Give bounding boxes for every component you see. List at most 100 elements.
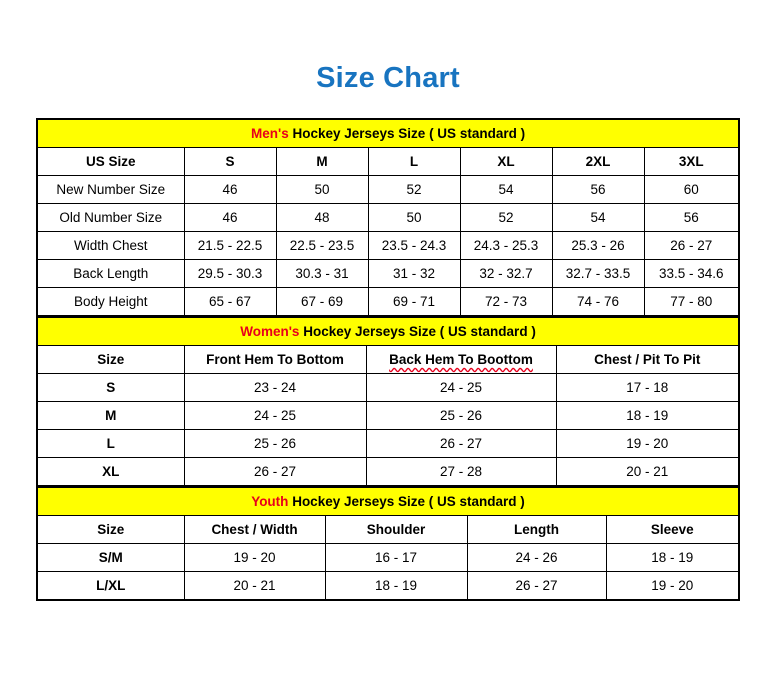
womens-row-3-val-1: 27 - 28: [365, 457, 557, 486]
womens-size-table: Women's Hockey Jerseys Size ( US standar…: [36, 316, 741, 486]
womens-row-3-val-2: 20 - 21: [555, 457, 740, 486]
womens-row-0-val-2: 17 - 18: [555, 373, 740, 402]
table-row: S 23 - 24 24 - 25 17 - 18: [36, 373, 740, 402]
mens-row-0-label: New Number Size: [36, 175, 185, 204]
womens-banner-accent: Women's: [240, 324, 300, 339]
womens-col-2-text: Back Hem To Boottom: [389, 352, 533, 367]
womens-row-0-val-0: 23 - 24: [183, 373, 367, 402]
table-row: Width Chest 21.5 - 22.5 22.5 - 23.5 23.5…: [36, 231, 740, 260]
youth-banner-rest: Hockey Jerseys Size ( US standard ): [288, 494, 525, 509]
table-row: Old Number Size 46 48 50 52 54 56: [36, 203, 740, 232]
youth-col-3: Length: [466, 515, 607, 544]
youth-row-1-val-0: 20 - 21: [183, 571, 326, 601]
mens-size-table: Men's Hockey Jerseys Size ( US standard …: [36, 118, 741, 316]
mens-row-1-val-1: 48: [275, 203, 369, 232]
womens-row-2-val-2: 19 - 20: [555, 429, 740, 458]
mens-row-4-val-3: 72 - 73: [459, 287, 553, 316]
youth-row-1-val-3: 19 - 20: [605, 571, 740, 601]
mens-col-3: L: [367, 147, 461, 176]
youth-row-0-val-3: 18 - 19: [605, 543, 740, 572]
mens-row-2-val-1: 22.5 - 23.5: [275, 231, 369, 260]
table-banner-row: Youth Hockey Jerseys Size ( US standard …: [36, 486, 740, 516]
size-tables-container: Men's Hockey Jerseys Size ( US standard …: [36, 118, 741, 601]
womens-banner-cell: Women's Hockey Jerseys Size ( US standar…: [36, 316, 740, 346]
mens-banner-accent: Men's: [251, 126, 289, 141]
womens-row-3-label: XL: [36, 457, 185, 486]
mens-row-2-val-0: 21.5 - 22.5: [183, 231, 277, 260]
youth-row-0-val-1: 16 - 17: [324, 543, 468, 572]
mens-row-0-val-0: 46: [183, 175, 277, 204]
mens-row-3-val-0: 29.5 - 30.3: [183, 259, 277, 288]
mens-row-3-val-1: 30.3 - 31: [275, 259, 369, 288]
youth-row-0-label: S/M: [36, 543, 185, 572]
womens-row-1-val-2: 18 - 19: [555, 401, 740, 430]
table-row: L/XL 20 - 21 18 - 19 26 - 27 19 - 20: [36, 571, 740, 601]
table-header-row: Size Front Hem To Bottom Back Hem To Boo…: [36, 345, 740, 374]
page-title: Size Chart: [316, 62, 460, 94]
mens-row-1-label: Old Number Size: [36, 203, 185, 232]
table-row: Back Length 29.5 - 30.3 30.3 - 31 31 - 3…: [36, 259, 740, 288]
mens-row-0-val-3: 54: [459, 175, 553, 204]
womens-row-0-label: S: [36, 373, 185, 402]
mens-row-4-val-2: 69 - 71: [367, 287, 461, 316]
youth-row-1-val-2: 26 - 27: [466, 571, 607, 601]
mens-row-2-val-5: 26 - 27: [643, 231, 740, 260]
mens-col-2: M: [275, 147, 369, 176]
womens-row-1-val-1: 25 - 26: [365, 401, 557, 430]
mens-row-0-val-2: 52: [367, 175, 461, 204]
youth-banner-accent: Youth: [251, 494, 289, 509]
mens-row-1-val-3: 52: [459, 203, 553, 232]
table-row: L 25 - 26 26 - 27 19 - 20: [36, 429, 740, 458]
mens-row-0-val-1: 50: [275, 175, 369, 204]
table-row: Body Height 65 - 67 67 - 69 69 - 71 72 -…: [36, 287, 740, 316]
youth-col-2: Shoulder: [324, 515, 468, 544]
youth-col-4: Sleeve: [605, 515, 740, 544]
womens-col-3: Chest / Pit To Pit: [555, 345, 740, 374]
womens-row-2-label: L: [36, 429, 185, 458]
table-banner-row: Women's Hockey Jerseys Size ( US standar…: [36, 316, 740, 346]
mens-banner-rest: Hockey Jerseys Size ( US standard ): [288, 126, 526, 141]
youth-row-1-val-1: 18 - 19: [324, 571, 468, 601]
table-header-row: Size Chest / Width Shoulder Length Sleev…: [36, 515, 740, 544]
table-header-row: US Size S M L XL 2XL 3XL: [36, 147, 740, 176]
mens-row-4-label: Body Height: [36, 287, 185, 316]
mens-row-3-val-3: 32 - 32.7: [459, 259, 553, 288]
youth-col-1: Chest / Width: [183, 515, 326, 544]
mens-row-4-val-5: 77 - 80: [643, 287, 740, 316]
mens-col-6: 3XL: [643, 147, 740, 176]
womens-banner-rest: Hockey Jerseys Size ( US standard ): [299, 324, 536, 339]
mens-col-5: 2XL: [551, 147, 645, 176]
womens-row-2-val-1: 26 - 27: [365, 429, 557, 458]
mens-row-3-val-5: 33.5 - 34.6: [643, 259, 740, 288]
table-row: M 24 - 25 25 - 26 18 - 19: [36, 401, 740, 430]
mens-row-2-val-2: 23.5 - 24.3: [367, 231, 461, 260]
table-row: New Number Size 46 50 52 54 56 60: [36, 175, 740, 204]
womens-col-1: Front Hem To Bottom: [183, 345, 367, 374]
mens-row-0-val-4: 56: [551, 175, 645, 204]
womens-row-0-val-1: 24 - 25: [365, 373, 557, 402]
womens-row-1-val-0: 24 - 25: [183, 401, 367, 430]
youth-row-0-val-0: 19 - 20: [183, 543, 326, 572]
youth-row-1-label: L/XL: [36, 571, 185, 601]
mens-col-0: US Size: [36, 147, 185, 176]
womens-row-3-val-0: 26 - 27: [183, 457, 367, 486]
mens-row-1-val-4: 54: [551, 203, 645, 232]
womens-row-1-label: M: [36, 401, 185, 430]
youth-banner-cell: Youth Hockey Jerseys Size ( US standard …: [36, 486, 740, 516]
womens-col-0: Size: [36, 345, 185, 374]
mens-row-1-val-0: 46: [183, 203, 277, 232]
mens-row-1-val-2: 50: [367, 203, 461, 232]
mens-row-3-label: Back Length: [36, 259, 185, 288]
table-row: S/M 19 - 20 16 - 17 24 - 26 18 - 19: [36, 543, 740, 572]
mens-row-2-val-3: 24.3 - 25.3: [459, 231, 553, 260]
mens-row-4-val-4: 74 - 76: [551, 287, 645, 316]
mens-row-2-val-4: 25.3 - 26: [551, 231, 645, 260]
youth-row-0-val-2: 24 - 26: [466, 543, 607, 572]
mens-row-4-val-1: 67 - 69: [275, 287, 369, 316]
mens-col-4: XL: [459, 147, 553, 176]
youth-col-0: Size: [36, 515, 185, 544]
mens-row-2-label: Width Chest: [36, 231, 185, 260]
mens-col-1: S: [183, 147, 277, 176]
mens-row-1-val-5: 56: [643, 203, 740, 232]
